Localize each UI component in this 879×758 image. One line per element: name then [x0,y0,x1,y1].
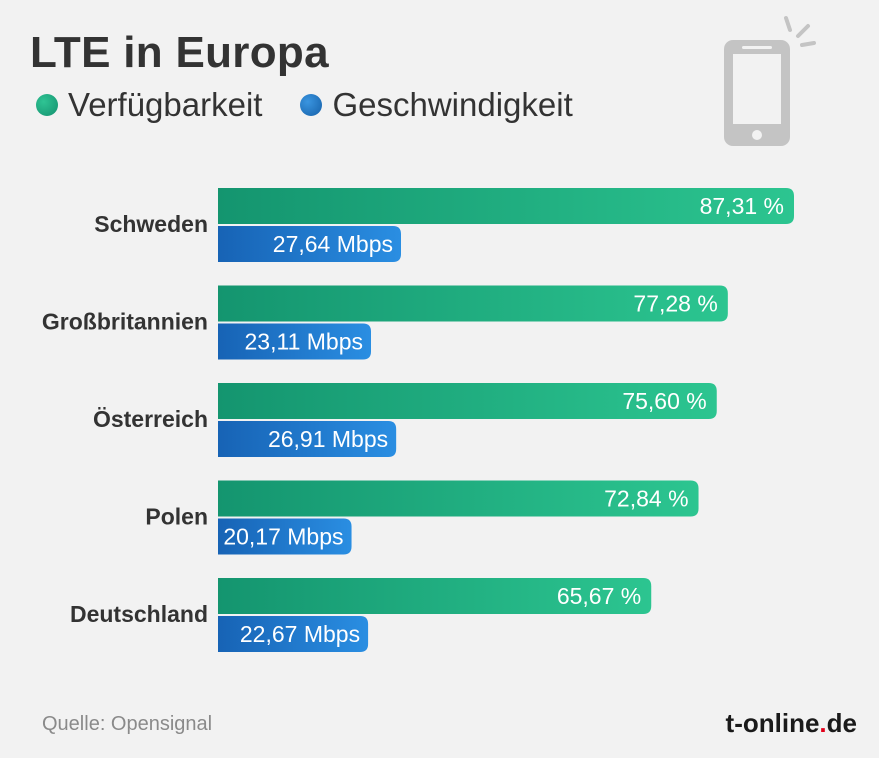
bar-verfuegbarkeit-deutschland [218,578,652,614]
category-label-grossbritannien: Großbritannien [42,309,208,335]
data-label-geschwindigkeit-grossbritannien: 23,11 Mbps [245,329,363,355]
data-label-geschwindigkeit-deutschland: 22,67 Mbps [240,621,360,647]
chart-title: LTE in Europa [30,28,329,77]
data-label-verfuegbarkeit-deutschland: 65,67 % [557,583,641,609]
data-label-geschwindigkeit-schweden: 27,64 Mbps [273,231,393,257]
category-label-deutschland: Deutschland [70,601,208,627]
bar-verfuegbarkeit-schweden [218,188,794,224]
bar-geschwindigkeit-osterreich [218,421,397,457]
smartphone-icon [724,16,816,146]
brand-logo: t-online.de [726,708,857,739]
data-label-verfuegbarkeit-grossbritannien: 77,28 % [633,291,717,317]
data-label-verfuegbarkeit-schweden: 87,31 % [700,193,784,219]
legend-item-verfuegbarkeit: Verfügbarkeit [36,86,262,124]
bar-verfuegbarkeit-polen [218,480,699,517]
source-note: Quelle: Opensignal [42,713,213,735]
data-label-verfuegbarkeit-osterreich: 75,60 % [622,388,706,414]
bar-geschwindigkeit-deutschland [218,616,369,652]
bar-geschwindigkeit-grossbritannien [218,323,372,360]
data-label-geschwindigkeit-polen: 20,17 Mbps [223,524,343,550]
legend-dot-geschwindigkeit [300,94,323,116]
legend-item-geschwindigkeit: Geschwindigkeit [300,86,573,124]
bar-geschwindigkeit-polen [218,518,352,555]
category-label-schweden: Schweden [94,211,208,237]
legend-label-geschwindigkeit: Geschwindigkeit [332,86,573,123]
data-label-verfuegbarkeit-polen: 72,84 % [604,486,688,512]
brand-dot: . [819,708,827,738]
legend: Verfügbarkeit Geschwindigkeit [36,86,611,124]
legend-label-verfuegbarkeit: Verfügbarkeit [68,86,263,123]
bar-geschwindigkeit-schweden [218,226,401,262]
brand-tld: de [826,708,857,738]
bar-verfuegbarkeit-osterreich [218,383,717,419]
brand-text: t-online [725,708,820,738]
category-label-osterreich: Österreich [93,406,208,432]
category-label-polen: Polen [145,504,208,530]
data-label-geschwindigkeit-osterreich: 26,91 Mbps [268,426,388,452]
bar-verfuegbarkeit-grossbritannien [218,285,728,322]
legend-dot-verfuegbarkeit [36,94,58,116]
